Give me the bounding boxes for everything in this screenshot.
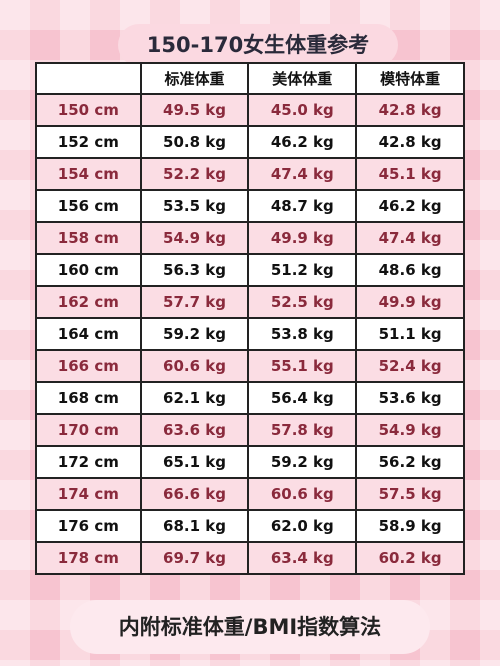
table-row: 166 cm 60.6 kg 55.1 kg 52.4 kg — [35, 349, 465, 383]
table-row: 154 cm 52.2 kg 47.4 kg 45.1 kg — [35, 157, 465, 191]
weight-cell: 49.5 kg — [139, 93, 250, 127]
weight-cell: 62.1 kg — [139, 381, 250, 415]
weight-cell: 42.8 kg — [355, 93, 465, 127]
weight-cell: 51.1 kg — [355, 317, 465, 351]
weight-cell: 52.5 kg — [247, 285, 358, 319]
weight-cell: 57.7 kg — [139, 285, 250, 319]
column-header: 模特体重 — [355, 62, 465, 95]
table-row: 162 cm 57.7 kg 52.5 kg 49.9 kg — [35, 285, 465, 319]
weight-cell: 60.6 kg — [139, 349, 250, 383]
height-cell: 178 cm — [35, 541, 142, 575]
weight-cell: 45.0 kg — [247, 93, 358, 127]
weight-cell: 48.6 kg — [355, 253, 465, 287]
table-row: 150 cm 49.5 kg 45.0 kg 42.8 kg — [35, 93, 465, 127]
weight-cell: 69.7 kg — [139, 541, 250, 575]
weight-cell: 57.5 kg — [355, 477, 465, 511]
weight-cell: 56.4 kg — [247, 381, 358, 415]
weight-cell: 65.1 kg — [139, 445, 250, 479]
weight-cell: 58.9 kg — [355, 509, 465, 543]
weight-cell: 53.8 kg — [247, 317, 358, 351]
height-cell: 176 cm — [35, 509, 142, 543]
table-body: 150 cm 49.5 kg 45.0 kg 42.8 kg 152 cm 50.8 kg… — [35, 93, 465, 575]
height-cell: 154 cm — [35, 157, 142, 191]
height-cell: 162 cm — [35, 285, 142, 319]
weight-cell: 54.9 kg — [355, 413, 465, 447]
height-cell: 158 cm — [35, 221, 142, 255]
table-row: 178 cm 69.7 kg 63.4 kg 60.2 kg — [35, 541, 465, 575]
weight-cell: 48.7 kg — [247, 189, 358, 223]
weight-cell: 63.4 kg — [247, 541, 358, 575]
weight-cell: 45.1 kg — [355, 157, 465, 191]
table-row: 152 cm 50.8 kg 46.2 kg 42.8 kg — [35, 125, 465, 159]
weight-cell: 49.9 kg — [355, 285, 465, 319]
height-cell: 150 cm — [35, 93, 142, 127]
weight-cell: 66.6 kg — [139, 477, 250, 511]
weight-cell: 59.2 kg — [139, 317, 250, 351]
weight-cell: 56.2 kg — [355, 445, 465, 479]
weight-cell: 63.6 kg — [139, 413, 250, 447]
table-row: 168 cm 62.1 kg 56.4 kg 53.6 kg — [35, 381, 465, 415]
weight-cell: 68.1 kg — [139, 509, 250, 543]
weight-cell: 47.4 kg — [247, 157, 358, 191]
weight-cell: 49.9 kg — [247, 221, 358, 255]
weight-cell: 52.2 kg — [139, 157, 250, 191]
weight-cell: 56.3 kg — [139, 253, 250, 287]
weight-cell: 59.2 kg — [247, 445, 358, 479]
table-row: 156 cm 53.5 kg 48.7 kg 46.2 kg — [35, 189, 465, 223]
weight-cell: 46.2 kg — [247, 125, 358, 159]
footer-banner: 内附标准体重/BMI指数算法 — [70, 600, 430, 654]
table-row: 158 cm 54.9 kg 49.9 kg 47.4 kg — [35, 221, 465, 255]
weight-cell: 47.4 kg — [355, 221, 465, 255]
height-cell: 156 cm — [35, 189, 142, 223]
weight-cell: 55.1 kg — [247, 349, 358, 383]
weight-cell: 62.0 kg — [247, 509, 358, 543]
weight-cell: 60.2 kg — [355, 541, 465, 575]
table-row: 176 cm 68.1 kg 62.0 kg 58.9 kg — [35, 509, 465, 543]
title: 150-170女生体重参考 — [118, 24, 398, 66]
height-cell: 160 cm — [35, 253, 142, 287]
weight-cell: 60.6 kg — [247, 477, 358, 511]
weight-cell: 54.9 kg — [139, 221, 250, 255]
table-row: 170 cm 63.6 kg 57.8 kg 54.9 kg — [35, 413, 465, 447]
height-cell: 174 cm — [35, 477, 142, 511]
height-cell: 152 cm — [35, 125, 142, 159]
weight-cell: 57.8 kg — [247, 413, 358, 447]
weight-cell: 53.5 kg — [139, 189, 250, 223]
table-head: 标准体重 美体体重 模特体重 — [35, 62, 465, 95]
table-row: 174 cm 66.6 kg 60.6 kg 57.5 kg — [35, 477, 465, 511]
height-cell: 172 cm — [35, 445, 142, 479]
weight-cell: 51.2 kg — [247, 253, 358, 287]
weight-table: 标准体重 美体体重 模特体重 150 cm 49.5 kg 45.0 kg 42.8 kg… — [35, 62, 465, 575]
height-cell: 166 cm — [35, 349, 142, 383]
column-header — [35, 62, 142, 95]
weight-cell: 53.6 kg — [355, 381, 465, 415]
table-row: 160 cm 56.3 kg 51.2 kg 48.6 kg — [35, 253, 465, 287]
height-cell: 170 cm — [35, 413, 142, 447]
height-cell: 164 cm — [35, 317, 142, 351]
weight-cell: 46.2 kg — [355, 189, 465, 223]
table-row: 172 cm 65.1 kg 59.2 kg 56.2 kg — [35, 445, 465, 479]
table-row: 164 cm 59.2 kg 53.8 kg 51.1 kg — [35, 317, 465, 351]
height-cell: 168 cm — [35, 381, 142, 415]
weight-cell: 52.4 kg — [355, 349, 465, 383]
column-header: 标准体重 — [139, 62, 250, 95]
column-header: 美体体重 — [247, 62, 358, 95]
weight-cell: 50.8 kg — [139, 125, 250, 159]
weight-cell: 42.8 kg — [355, 125, 465, 159]
header-row: 标准体重 美体体重 模特体重 — [35, 62, 465, 95]
